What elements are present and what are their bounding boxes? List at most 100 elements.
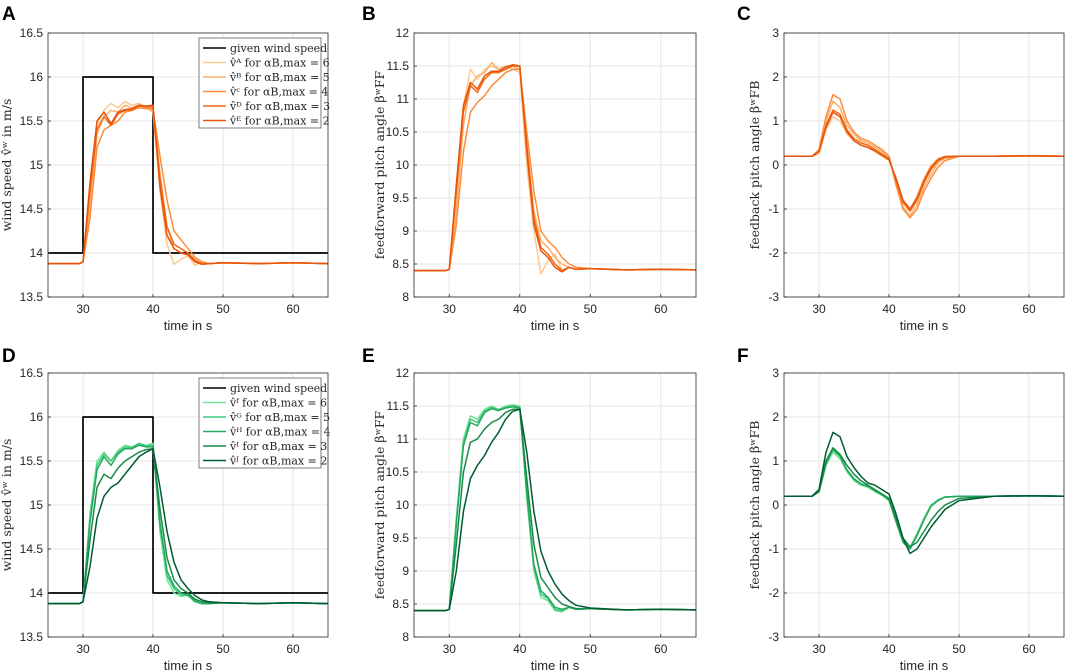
ytick-label-a-2: 14.5 xyxy=(20,202,44,216)
ytick-label-b-2: 9 xyxy=(402,224,409,238)
panel-letter-a: A xyxy=(2,4,16,25)
ytick-label-b-7: 11.5 xyxy=(387,59,410,73)
ytick-label-e-7: 11.5 xyxy=(387,399,410,413)
ytick-label-c-6: 3 xyxy=(772,26,779,40)
xtick-label-e-0: 30 xyxy=(443,642,457,656)
ytick-label-f-3: 0 xyxy=(772,498,779,512)
panel-letter-b: B xyxy=(362,4,376,25)
ytick-label-b-8: 12 xyxy=(396,26,410,40)
xtick-label-f-1: 40 xyxy=(882,642,896,656)
ytick-label-b-5: 10.5 xyxy=(386,125,410,139)
ytick-label-e-0: 8 xyxy=(402,630,409,644)
series-line-e-1 xyxy=(414,405,696,612)
xtick-label-f-0: 30 xyxy=(812,642,826,656)
legend-label-d-5: v̂ᴶ for αB,max = 2 xyxy=(229,455,327,468)
ytick-label-a-4: 15.5 xyxy=(20,114,44,128)
legend-label-d-3: v̂ᴴ for αB,max = 4 xyxy=(229,426,331,439)
series-line-c-4 xyxy=(784,111,1064,210)
xtick-label-f-2: 50 xyxy=(952,642,966,656)
ytick-label-e-6: 11 xyxy=(397,432,410,446)
xtick-label-b-2: 50 xyxy=(584,302,598,316)
series-line-b-0 xyxy=(414,65,696,275)
x-axis-label-b: time in s xyxy=(531,318,580,333)
ytick-label-c-1: -2 xyxy=(768,246,779,260)
ytick-label-d-4: 15.5 xyxy=(20,454,44,468)
y-axis-label-b: feedforward pitch angle βʷFF xyxy=(372,70,387,259)
ytick-label-a-6: 16.5 xyxy=(20,26,44,40)
ytick-label-d-5: 16 xyxy=(30,410,44,424)
series-line-c-0 xyxy=(784,115,1064,210)
series-line-f-4 xyxy=(784,431,1064,555)
ytick-label-f-0: -3 xyxy=(768,630,779,644)
xtick-label-f-3: 60 xyxy=(1022,642,1036,656)
ytick-label-f-1: -2 xyxy=(768,586,779,600)
xtick-label-b-3: 60 xyxy=(654,302,668,316)
panel-b-chart: 30 40 50 60 8 8.5 9 9.5 10 10.5 11 11.5 12 time in s f… xyxy=(372,26,697,333)
xtick-label-b-1: 40 xyxy=(513,302,527,316)
ytick-label-a-3: 15 xyxy=(30,158,44,172)
xtick-label-e-3: 60 xyxy=(654,642,668,656)
xtick-label-e-1: 40 xyxy=(513,642,527,656)
xtick-label-d-3: 60 xyxy=(286,642,300,656)
xtick-label-b-0: 30 xyxy=(443,302,457,316)
ytick-label-c-2: -1 xyxy=(768,202,779,216)
ytick-label-a-1: 14 xyxy=(30,246,44,260)
series-line-b-4 xyxy=(414,63,696,273)
x-axis-label-a: time in s xyxy=(164,318,213,333)
series-line-d-5 xyxy=(48,447,328,605)
legend-label-a-4: v̂ᴰ for αB,max = 3 xyxy=(229,100,330,113)
ytick-label-d-1: 14 xyxy=(30,586,44,600)
legend-d: given wind speed v̂ᶠ for αB,max = 6v̂ᴳ fo… xyxy=(198,377,331,469)
ytick-label-d-3: 15 xyxy=(30,498,44,512)
ytick-label-b-1: 8.5 xyxy=(392,257,409,271)
panel-c-chart: 30 40 50 60 -3 -2 -1 0 1 2 3 time in s feedback pitc… xyxy=(747,26,1065,333)
ytick-label-e-1: 8.5 xyxy=(392,597,409,611)
legend-label-a-2: v̂ᴮ for αB,max = 5 xyxy=(229,71,330,84)
panel-letter-f: F xyxy=(737,346,749,367)
panel-a-chart: 30 40 50 60 13.5 14 14.5 15 15.5 16 16.5 time in s w… xyxy=(0,26,330,333)
ytick-label-e-3: 9.5 xyxy=(392,531,409,545)
xtick-label-a-3: 60 xyxy=(286,302,300,316)
series-line-a-5 xyxy=(48,104,328,266)
ytick-label-b-3: 9.5 xyxy=(392,191,409,205)
x-axis-label-d: time in s xyxy=(164,658,213,672)
xtick-label-a-2: 50 xyxy=(216,302,230,316)
ytick-label-b-0: 8 xyxy=(402,290,409,304)
legend-label-d-1: v̂ᶠ for αB,max = 6 xyxy=(229,397,327,410)
ytick-label-a-0: 13.5 xyxy=(20,290,44,304)
xtick-label-e-2: 50 xyxy=(584,642,598,656)
xtick-label-c-3: 60 xyxy=(1022,302,1036,316)
panel-letter-c: C xyxy=(737,4,751,25)
ytick-label-c-0: -3 xyxy=(768,290,779,304)
panel-e-chart: 30 40 50 60 8 8.5 9 9.5 10 10.5 11 11.5 12 time in s f… xyxy=(372,366,697,672)
series-line-c-3 xyxy=(784,109,1064,212)
panel-d-chart: 30 40 50 60 13.5 14 14.5 15 15.5 16 16.5 time in s w… xyxy=(0,366,331,672)
y-axis-label-f: feedback pitch angle βʷFB xyxy=(747,421,762,590)
ytick-label-e-4: 10 xyxy=(396,498,410,512)
xtick-label-d-0: 30 xyxy=(76,642,90,656)
ytick-label-d-0: 13.5 xyxy=(20,630,44,644)
series-line-c-2 xyxy=(784,93,1064,219)
xtick-label-d-1: 40 xyxy=(146,642,160,656)
ytick-label-f-5: 2 xyxy=(772,410,779,424)
ytick-label-c-3: 0 xyxy=(772,158,779,172)
y-axis-label-d: wind speed v̂ʷ in m/s xyxy=(0,439,14,572)
legend-a: given wind speed v̂ᴬ for αB,max = 6v̂ᴮ fo… xyxy=(198,37,330,129)
y-axis-label-a: wind speed v̂ʷ in m/s xyxy=(0,99,14,232)
panel-f-chart: 30 40 50 60 -3 -2 -1 0 1 2 3 time in s feedback pitc… xyxy=(747,366,1065,672)
series-line-b-1 xyxy=(414,61,696,272)
ytick-label-b-4: 10 xyxy=(396,158,410,172)
xtick-label-a-0: 30 xyxy=(76,302,90,316)
xtick-label-a-1: 40 xyxy=(146,302,160,316)
legend-label-d-2: v̂ᴳ for αB,max = 5 xyxy=(229,411,330,424)
series-line-d-3 xyxy=(48,444,328,605)
series-line-f-3 xyxy=(784,447,1064,548)
x-axis-label-e: time in s xyxy=(531,658,580,672)
ytick-label-f-6: 3 xyxy=(772,366,779,380)
ytick-label-b-6: 11 xyxy=(397,92,410,106)
legend-label-d-4: v̂ᴵ for αB,max = 3 xyxy=(229,440,327,453)
series-line-e-2 xyxy=(414,405,696,612)
panel-letter-e: E xyxy=(362,346,375,367)
legend-box-d xyxy=(198,377,322,469)
